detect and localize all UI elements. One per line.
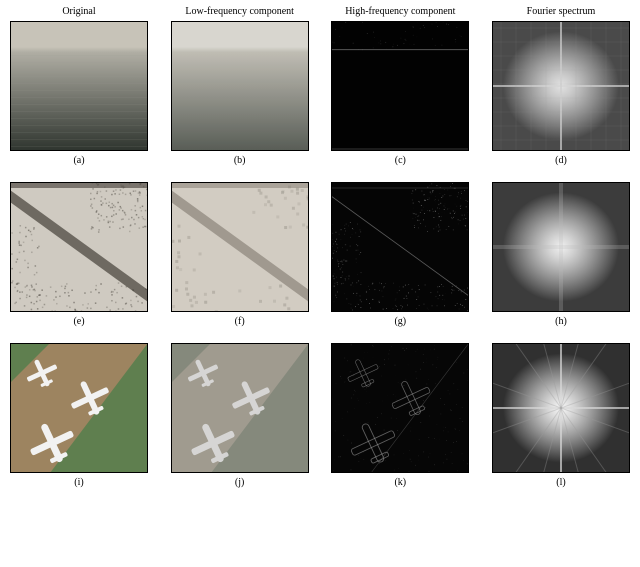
panel-caption: (b) [171,155,309,166]
column-header: Original [10,6,148,17]
column-header: Fourier spectrum [492,6,630,17]
panel-caption: (a) [10,155,148,166]
figure-panel [492,343,630,473]
image-row [10,182,630,312]
column-headers: Original Low-frequency component High-freq… [10,6,630,17]
figure-panel [171,21,309,151]
figure-panel [10,343,148,473]
panel-caption: (d) [492,155,630,166]
figure-panel [171,182,309,312]
figure-panel [10,182,148,312]
panel-caption: (f) [171,316,309,327]
caption-row: (a) (b) (c) (d) [10,155,630,166]
panel-caption: (i) [10,477,148,488]
figure-panel [331,343,469,473]
panel-caption: (l) [492,477,630,488]
panel-caption: (g) [331,316,469,327]
figure-grid: Original Low-frequency component High-freq… [0,0,640,512]
image-row [10,21,630,151]
figure-panel [171,343,309,473]
column-header: Low-frequency component [171,6,309,17]
figure-panel [492,21,630,151]
caption-row: (i) (j) (k) (l) [10,477,630,488]
figure-panel [331,21,469,151]
figure-panel [492,182,630,312]
panel-caption: (h) [492,316,630,327]
panel-caption: (j) [171,477,309,488]
column-header: High-frequency component [331,6,469,17]
figure-panel [331,182,469,312]
panel-caption: (k) [331,477,469,488]
panel-caption: (c) [331,155,469,166]
caption-row: (e) (f) (g) (h) [10,316,630,327]
image-row [10,343,630,473]
panel-caption: (e) [10,316,148,327]
figure-panel [10,21,148,151]
